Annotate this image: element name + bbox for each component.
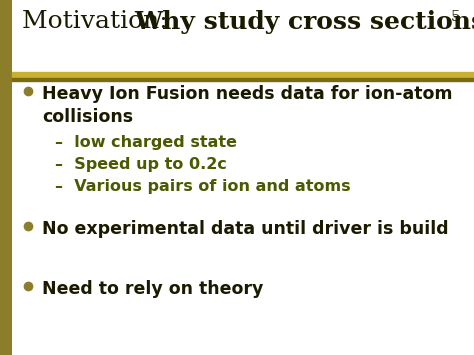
Text: 5: 5	[450, 10, 460, 24]
Text: Need to rely on theory: Need to rely on theory	[42, 280, 264, 298]
Text: –  Speed up to 0.2c: – Speed up to 0.2c	[55, 157, 227, 172]
Text: No experimental data until driver is build: No experimental data until driver is bui…	[42, 220, 448, 238]
Text: Motivation:: Motivation:	[22, 10, 176, 33]
Text: Why study cross sections: Why study cross sections	[134, 10, 474, 34]
Text: –  Various pairs of ion and atoms: – Various pairs of ion and atoms	[55, 179, 351, 194]
Bar	[0, 0, 12, 355]
Text: –  low charged state: – low charged state	[55, 135, 237, 150]
Text: Heavy Ion Fusion needs data for ion-atom
collisions: Heavy Ion Fusion needs data for ion-atom…	[42, 85, 453, 126]
